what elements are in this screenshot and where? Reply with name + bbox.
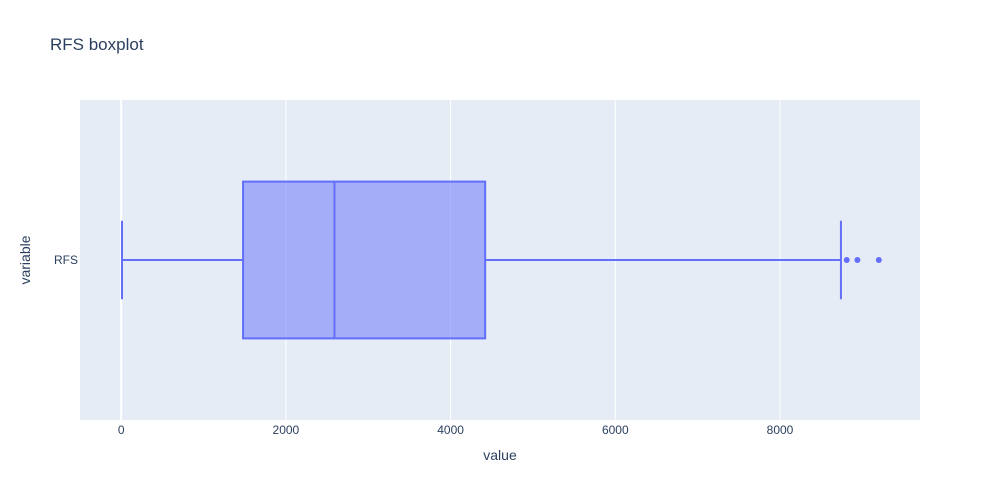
chart-title: RFS boxplot	[50, 35, 144, 54]
y-tick-labels: RFS	[54, 253, 78, 267]
outlier-point	[875, 257, 882, 263]
y-axis-title: variable	[17, 235, 33, 284]
x-tick-label: 4000	[437, 423, 464, 437]
x-axis-title: value	[483, 447, 517, 463]
iqr-box	[242, 180, 487, 340]
box-plot	[121, 180, 882, 340]
outlier-point	[854, 257, 861, 263]
x-tick-labels: 0 2000 4000 6000 8000	[118, 423, 794, 437]
x-tick-label: 2000	[273, 423, 300, 437]
x-tick-label: 6000	[602, 423, 629, 437]
outlier-point	[843, 257, 850, 263]
y-tick-label: RFS	[54, 253, 78, 267]
x-tick-label: 0	[118, 423, 125, 437]
x-tick-label: 8000	[767, 423, 794, 437]
